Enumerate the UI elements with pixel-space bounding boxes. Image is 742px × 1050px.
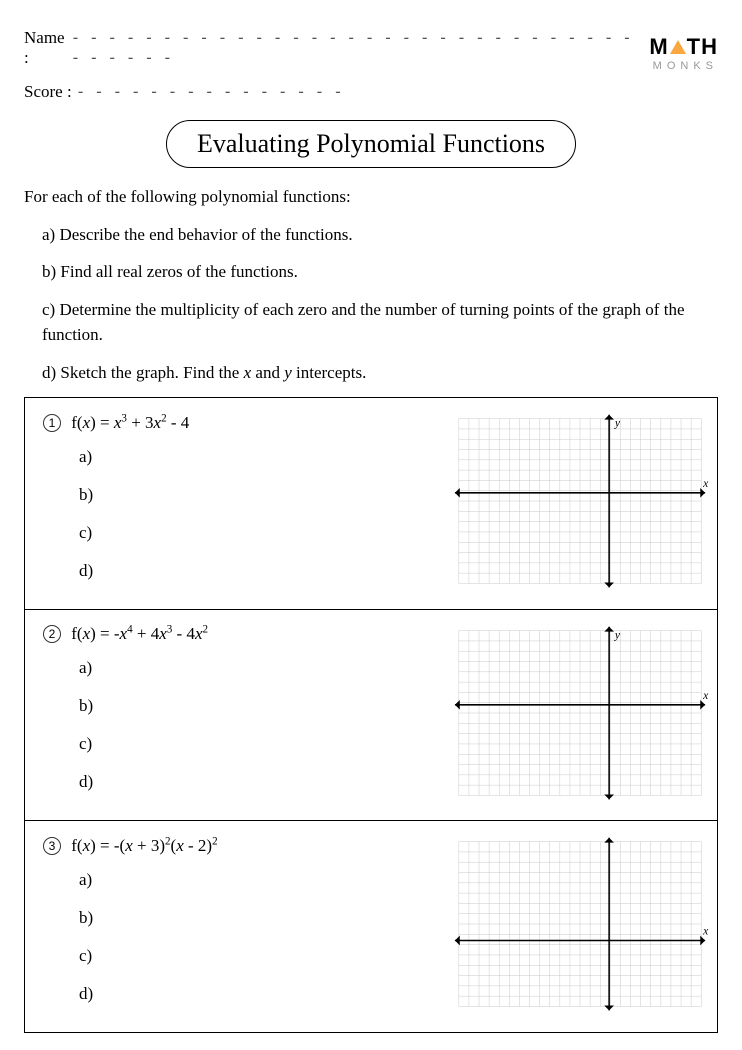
svg-text:y: y bbox=[614, 416, 621, 429]
answer-part[interactable]: c) bbox=[79, 946, 453, 966]
logo-m: M bbox=[649, 34, 668, 59]
answer-part[interactable]: c) bbox=[79, 734, 453, 754]
name-field: Name : - - - - - - - - - - - - - - - - -… bbox=[24, 28, 649, 68]
problem-number: 3 bbox=[43, 837, 61, 855]
task-a: a) Describe the end behavior of the func… bbox=[42, 222, 718, 248]
intro-text: For each of the following polynomial fun… bbox=[24, 184, 718, 210]
svg-text:x: x bbox=[702, 689, 709, 702]
name-label: Name : bbox=[24, 28, 67, 68]
problem-item: 3 f(x) = -(x + 3)2(x - 2)2 a) b) c) d) x bbox=[25, 821, 717, 1032]
answer-part[interactable]: d) bbox=[79, 561, 453, 581]
function-formula: f(x) = x3 + 3x2 - 4 bbox=[71, 413, 189, 432]
problem-text: 3 f(x) = -(x + 3)2(x - 2)2 a) b) c) d) bbox=[43, 835, 453, 1022]
problems-list: 1 f(x) = x3 + 3x2 - 4 a)b)c)d) xy 2 f(x)… bbox=[24, 397, 718, 1033]
problem-item: 1 f(x) = x3 + 3x2 - 4 a)b)c)d) xy bbox=[25, 398, 717, 610]
logo-th: TH bbox=[687, 34, 718, 59]
score-label: Score : bbox=[24, 82, 72, 102]
svg-text:y: y bbox=[614, 628, 621, 641]
answer-parts: a) b) c) d) bbox=[79, 870, 453, 1004]
graph-grid: xy bbox=[453, 624, 709, 804]
answer-part[interactable]: c) bbox=[79, 523, 453, 543]
problem-text: 2 f(x) = -x4 + 4x3 - 4x2 a) b) c) d) bbox=[43, 624, 453, 811]
score-blank[interactable]: - - - - - - - - - - - - - - - bbox=[78, 82, 345, 102]
worksheet-header: Name : - - - - - - - - - - - - - - - - -… bbox=[24, 28, 718, 116]
worksheet-title: Evaluating Polynomial Functions bbox=[166, 120, 576, 168]
logo-subtitle: MONKS bbox=[649, 60, 718, 72]
graph-grid: x bbox=[453, 835, 709, 1015]
score-field: Score : - - - - - - - - - - - - - - - bbox=[24, 82, 649, 102]
title-container: Evaluating Polynomial Functions bbox=[24, 120, 718, 168]
task-d: d) Sketch the graph. Find the x and y in… bbox=[42, 360, 718, 386]
answer-part[interactable]: b) bbox=[79, 908, 453, 928]
instructions-block: For each of the following polynomial fun… bbox=[24, 184, 718, 385]
function-expression: 1 f(x) = x3 + 3x2 - 4 bbox=[43, 412, 453, 433]
task-b: b) Find all real zeros of the functions. bbox=[42, 259, 718, 285]
answer-parts: a) b) c) d) bbox=[79, 447, 453, 581]
answer-parts: a) b) c) d) bbox=[79, 658, 453, 792]
answer-part[interactable]: b) bbox=[79, 485, 453, 505]
function-expression: 3 f(x) = -(x + 3)2(x - 2)2 bbox=[43, 835, 453, 856]
graph-area[interactable]: xy bbox=[453, 412, 709, 599]
graph-area[interactable]: xy bbox=[453, 624, 709, 811]
problem-number: 2 bbox=[43, 625, 61, 643]
header-fields: Name : - - - - - - - - - - - - - - - - -… bbox=[24, 28, 649, 116]
answer-part[interactable]: a) bbox=[79, 447, 453, 467]
brand-logo: M TH MONKS bbox=[649, 34, 718, 72]
problem-text: 1 f(x) = x3 + 3x2 - 4 a) b) c) d) bbox=[43, 412, 453, 599]
answer-part[interactable]: d) bbox=[79, 984, 453, 1004]
function-formula: f(x) = -(x + 3)2(x - 2)2 bbox=[71, 836, 217, 855]
answer-part[interactable]: b) bbox=[79, 696, 453, 716]
svg-text:x: x bbox=[702, 477, 709, 490]
problem-number: 1 bbox=[43, 414, 61, 432]
task-c: c) Determine the multiplicity of each ze… bbox=[42, 297, 718, 348]
name-blank[interactable]: - - - - - - - - - - - - - - - - - - - - … bbox=[73, 28, 650, 68]
graph-grid: xy bbox=[453, 412, 709, 592]
function-expression: 2 f(x) = -x4 + 4x3 - 4x2 bbox=[43, 624, 453, 645]
graph-area[interactable]: x bbox=[453, 835, 709, 1022]
problem-item: 2 f(x) = -x4 + 4x3 - 4x2 a)b)c)d) xy bbox=[25, 610, 717, 822]
answer-part[interactable]: a) bbox=[79, 658, 453, 678]
svg-text:x: x bbox=[702, 925, 709, 938]
triangle-icon bbox=[669, 39, 687, 55]
logo-top-line: M TH bbox=[649, 34, 718, 60]
function-formula: f(x) = -x4 + 4x3 - 4x2 bbox=[71, 624, 208, 643]
answer-part[interactable]: d) bbox=[79, 772, 453, 792]
answer-part[interactable]: a) bbox=[79, 870, 453, 890]
